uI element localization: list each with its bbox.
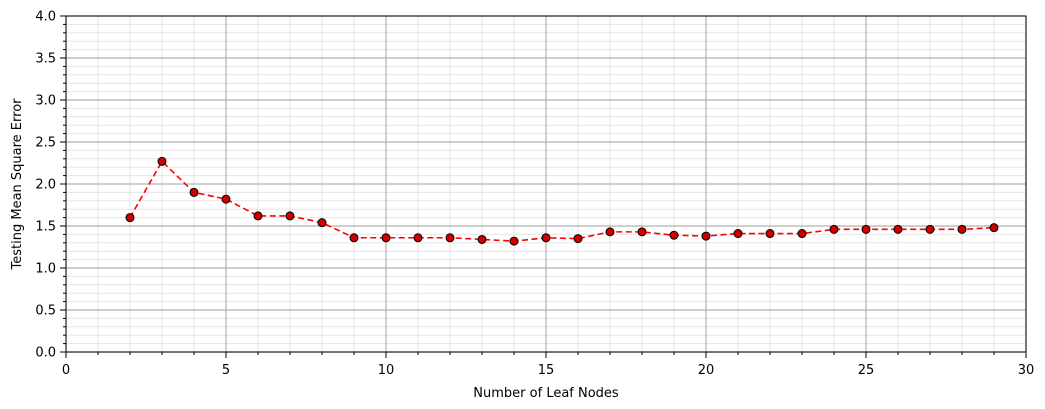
data-point xyxy=(669,230,679,240)
data-point xyxy=(221,194,231,204)
x-tick-label: 10 xyxy=(378,363,395,378)
y-tick-label: 3.5 xyxy=(35,52,56,67)
x-tick-label: 15 xyxy=(538,363,555,378)
x-tick-label: 0 xyxy=(62,363,70,378)
x-tick-label: 30 xyxy=(1018,363,1035,378)
series-layer xyxy=(125,156,999,246)
x-tick-label: 20 xyxy=(698,363,715,378)
data-point xyxy=(605,227,615,237)
data-point xyxy=(285,211,295,221)
data-point xyxy=(765,229,775,239)
y-tick-label: 0.5 xyxy=(35,304,56,319)
data-point xyxy=(797,229,807,239)
data-point xyxy=(925,224,935,234)
data-point xyxy=(957,224,967,234)
data-point xyxy=(637,227,647,237)
y-tick-label: 2.0 xyxy=(35,178,56,193)
data-point xyxy=(349,233,359,243)
x-tick-label: 25 xyxy=(858,363,875,378)
data-point xyxy=(413,233,423,243)
ticks-layer xyxy=(60,15,1027,358)
data-point xyxy=(989,223,999,233)
data-point xyxy=(381,233,391,243)
data-point xyxy=(477,234,487,244)
y-axis-label: Testing Mean Square Error xyxy=(10,98,25,271)
y-tick-label: 3.0 xyxy=(35,94,56,109)
data-point xyxy=(509,236,519,246)
data-point xyxy=(541,233,551,243)
data-point xyxy=(573,234,583,244)
x-tick-label: 5 xyxy=(222,363,230,378)
data-point xyxy=(253,211,263,221)
data-point xyxy=(829,224,839,234)
data-point xyxy=(861,224,871,234)
data-point xyxy=(125,213,135,223)
y-tick-label: 4.0 xyxy=(35,10,56,25)
series-line xyxy=(129,160,995,242)
x-axis-label: Number of Leaf Nodes xyxy=(473,386,619,401)
y-tick-label: 2.5 xyxy=(35,136,56,151)
data-point xyxy=(445,233,455,243)
data-point xyxy=(701,231,711,241)
tick-labels: 0 5 10 15 20 25 30 0.0 0.5 1.0 1.5 2.0 2.5 3.0 3.5 4.0 xyxy=(35,10,1034,379)
y-tick-label: 1.5 xyxy=(35,220,56,235)
data-point xyxy=(893,224,903,234)
data-point xyxy=(317,218,327,228)
data-point xyxy=(157,156,167,166)
data-point xyxy=(189,187,199,197)
data-point xyxy=(733,229,743,239)
y-tick-label: 1.0 xyxy=(35,262,56,277)
y-tick-label: 0.0 xyxy=(35,346,56,361)
